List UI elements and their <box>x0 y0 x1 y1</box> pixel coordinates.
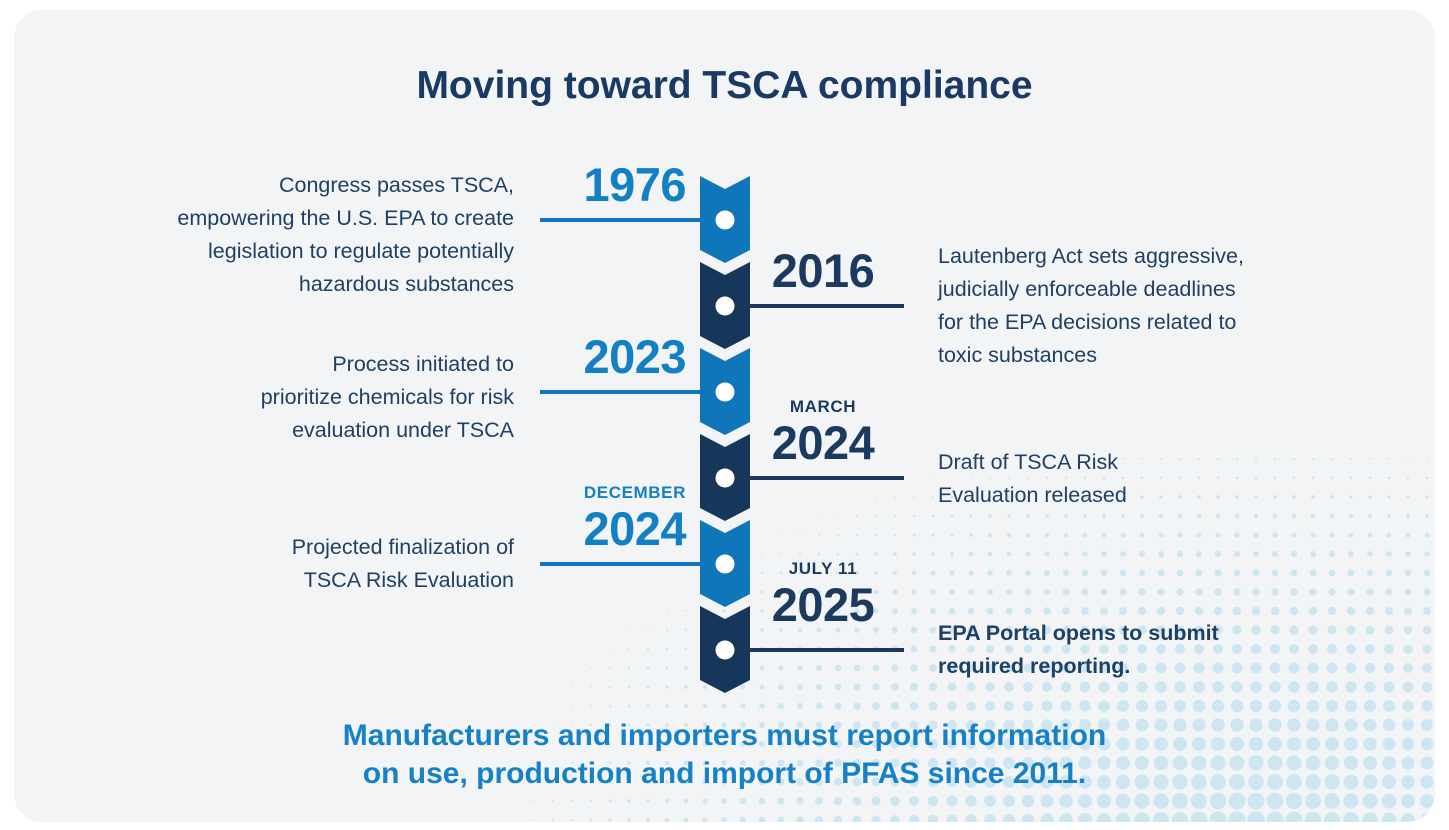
month-label: JULY 11 <box>788 559 858 579</box>
year-text: 2024 <box>583 502 686 556</box>
timeline <box>700 176 750 696</box>
year-march-2024: MARCH 2024 <box>737 398 909 468</box>
year-july-2025: JULY 11 2025 <box>737 560 909 630</box>
timeline-marker-dot <box>715 296 735 316</box>
event-desc-2023: Process initiated to prioritize chemical… <box>260 352 514 442</box>
connector-line-2025 <box>724 648 904 652</box>
year-text: 2023 <box>583 330 686 384</box>
halftone-dot-pattern <box>533 439 1434 822</box>
connector-line-dec-2024 <box>540 562 726 566</box>
year-text: 2025 <box>771 578 875 632</box>
connector-line-2016 <box>724 304 904 308</box>
event-desc-2025: EPA Portal opens to submit required repo… <box>938 621 1219 678</box>
month-label: DECEMBER <box>583 483 686 503</box>
timeline-marker-dot <box>715 468 735 488</box>
timeline-marker-dot <box>715 382 735 402</box>
footer-statement: Manufacturers and importers must report … <box>342 719 1107 790</box>
event-desc-1976: Congress passes TSCA, empowering the U.S… <box>177 173 514 296</box>
year-text: 2016 <box>771 244 875 298</box>
year-1976: 1976 <box>583 158 686 212</box>
year-2023: 2023 <box>583 330 686 384</box>
connector-line-mar-2024 <box>724 476 904 480</box>
year-2016: 2016 <box>737 244 909 298</box>
year-text: 2024 <box>771 416 875 470</box>
event-desc-2016: Lautenberg Act sets aggressive, judicial… <box>938 244 1244 367</box>
timeline-marker-dot <box>715 554 735 574</box>
timeline-marker-dot <box>715 210 735 230</box>
page-title: Moving toward TSCA compliance <box>416 64 1033 107</box>
year-december-2024: DECEMBER 2024 <box>583 484 686 554</box>
connector-line-2023 <box>540 390 726 394</box>
event-desc-mar-2024: Draft of TSCA Risk Evaluation released <box>938 450 1127 507</box>
connector-line-1976 <box>540 218 726 222</box>
month-label: MARCH <box>789 397 857 417</box>
timeline-marker-dot <box>715 640 735 660</box>
event-desc-dec-2024: Projected finalization of TSCA Risk Eval… <box>291 535 514 592</box>
year-text: 1976 <box>583 158 686 212</box>
